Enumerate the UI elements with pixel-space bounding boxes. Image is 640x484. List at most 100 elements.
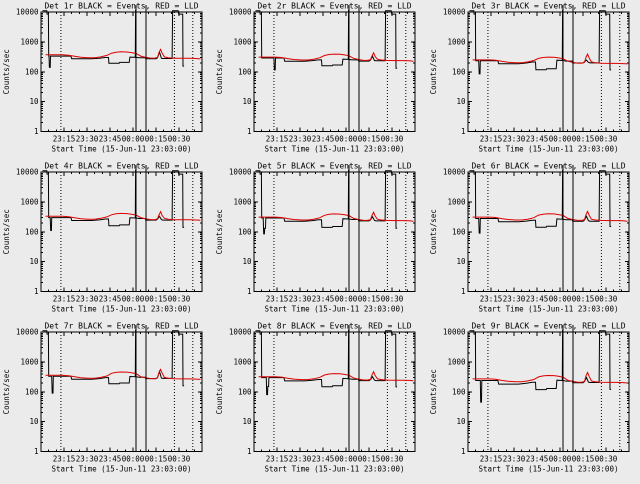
- plot-frame: [467, 171, 630, 292]
- lld-series-line: [45, 368, 201, 380]
- x-tick-label: 23:30: [289, 455, 312, 464]
- x-tick-label: 00:15: [145, 455, 168, 464]
- x-tick-label: 23:15: [53, 135, 76, 144]
- x-tick-label: 00:15: [572, 295, 595, 304]
- y-tick-label: 10000: [16, 328, 39, 337]
- y-tick-label: 10000: [443, 328, 466, 337]
- x-tick-label: 00:00: [335, 295, 358, 304]
- x-tick-label: 23:45: [99, 455, 122, 464]
- plot-frame: [253, 331, 416, 452]
- x-tick-label: 23:45: [526, 295, 549, 304]
- x-axis-title: Start Time (15-Jun-11 23:03:00): [478, 465, 618, 474]
- x-tick-label: 00:00: [335, 135, 358, 144]
- events-series-line: [469, 329, 611, 403]
- subplot-det-9r: 1 10 100 1000 10000 23:15 23:30 23:45 00:00 00:15…: [427, 320, 640, 480]
- y-tick-label: 1: [34, 287, 39, 296]
- x-tick-label: 23:30: [76, 135, 99, 144]
- events-series-line: [255, 9, 398, 71]
- x-tick-label: 23:30: [76, 295, 99, 304]
- y-tick-label: 10: [456, 257, 466, 266]
- plot-canvas: 1 10 100 1000 10000 23:15 23:30 23:45 00:00 00:15…: [2, 2, 203, 154]
- x-tick-label: 00:30: [168, 135, 191, 144]
- y-tick-label: 10: [456, 417, 466, 426]
- y-tick-label: 1: [34, 447, 39, 456]
- lld-series-line: [258, 370, 414, 382]
- y-axis-title: Counts/sec: [215, 49, 224, 94]
- y-axis-title: Counts/sec: [429, 49, 438, 94]
- x-axis-title: Start Time (15-Jun-11 23:03:00): [265, 465, 405, 474]
- lld-series-line: [45, 48, 201, 60]
- x-tick-label: 23:15: [53, 455, 76, 464]
- y-tick-label: 1000: [447, 357, 466, 366]
- events-series-line: [42, 9, 185, 68]
- plot-frame: [467, 331, 630, 452]
- x-tick-label: 23:45: [526, 455, 549, 464]
- x-tick-label: 00:00: [549, 455, 572, 464]
- x-tick-label: 23:45: [312, 135, 335, 144]
- plot-title: Det 7r BLACK = Events, RED = LLD: [44, 322, 198, 331]
- subplot-det-4r: 1 10 100 1000 10000 23:15 23:30 23:45 00:00 00:15…: [0, 160, 213, 320]
- y-tick-label: 1000: [234, 357, 253, 366]
- lld-series-line: [258, 211, 414, 222]
- y-tick-label: 10: [456, 97, 466, 106]
- y-tick-label: 1000: [447, 197, 466, 206]
- plot-title: Det 2r BLACK = Events, RED = LLD: [258, 2, 412, 11]
- y-tick-label: 10: [243, 417, 253, 426]
- x-tick-label: 23:15: [53, 295, 76, 304]
- x-tick-label: 00:15: [358, 135, 381, 144]
- events-series-line: [469, 9, 611, 75]
- y-tick-label: 10: [243, 257, 253, 266]
- x-tick-label: 23:30: [503, 455, 526, 464]
- y-tick-label: 1: [247, 447, 252, 456]
- y-tick-label: 10000: [443, 8, 466, 17]
- events-series-line: [42, 169, 185, 231]
- x-tick-label: 00:15: [572, 455, 595, 464]
- x-tick-label: 23:45: [312, 295, 335, 304]
- x-axis-title: Start Time (15-Jun-11 23:03:00): [52, 465, 192, 474]
- plot-canvas: 1 10 100 1000 10000 23:15 23:30 23:45 00:00 00:15…: [215, 2, 416, 154]
- y-axis-title: Counts/sec: [215, 209, 224, 254]
- y-tick-label: 10000: [443, 168, 466, 177]
- y-tick-label: 100: [238, 67, 252, 76]
- plot-canvas: 1 10 100 1000 10000 23:15 23:30 23:45 00:00 00:15…: [429, 2, 630, 154]
- y-tick-label: 1000: [447, 37, 466, 46]
- y-tick-label: 10: [29, 97, 39, 106]
- y-tick-label: 100: [238, 387, 252, 396]
- axes: [467, 11, 630, 132]
- plot-frame: [40, 171, 203, 292]
- y-tick-label: 1000: [234, 37, 253, 46]
- y-tick-label: 10000: [229, 8, 252, 17]
- x-tick-label: 23:15: [480, 455, 503, 464]
- x-axis-title: Start Time (15-Jun-11 23:03:00): [265, 145, 405, 154]
- plot-frame: [253, 11, 416, 132]
- y-tick-label: 10000: [16, 8, 39, 17]
- x-tick-label: 00:30: [595, 455, 618, 464]
- subplot-det-3r: 1 10 100 1000 10000 23:15 23:30 23:45 00:00 00:15…: [427, 0, 640, 160]
- y-tick-label: 1: [247, 127, 252, 136]
- plot-canvas: 1 10 100 1000 10000 23:15 23:30 23:45 00:00 00:15…: [2, 162, 203, 314]
- x-tick-label: 00:00: [122, 455, 145, 464]
- lld-series-line: [472, 371, 628, 384]
- plot-canvas: 1 10 100 1000 10000 23:15 23:30 23:45 00:00 00:15…: [429, 322, 630, 474]
- plot-frame: [40, 11, 203, 132]
- subplot-det-7r: 1 10 100 1000 10000 23:15 23:30 23:45 00:00 00:15…: [0, 320, 213, 480]
- x-tick-label: 00:15: [145, 295, 168, 304]
- x-tick-label: 00:30: [381, 295, 404, 304]
- y-tick-label: 100: [452, 67, 466, 76]
- x-axis-title: Start Time (15-Jun-11 23:03:00): [52, 145, 192, 154]
- subplot-det-1r: 1 10 100 1000 10000 23:15 23:30 23:45 00:00 00:15…: [0, 0, 213, 160]
- y-tick-label: 1: [247, 287, 252, 296]
- x-tick-label: 00:30: [168, 455, 191, 464]
- y-axis-title: Counts/sec: [215, 369, 224, 414]
- plot-title: Det 6r BLACK = Events, RED = LLD: [471, 162, 625, 171]
- axes: [40, 11, 203, 132]
- x-tick-label: 00:15: [358, 295, 381, 304]
- plot-title: Det 3r BLACK = Events, RED = LLD: [471, 2, 625, 11]
- y-tick-label: 1000: [20, 357, 39, 366]
- y-tick-label: 1000: [20, 37, 39, 46]
- x-tick-label: 23:15: [480, 135, 503, 144]
- plot-frame: [467, 11, 630, 132]
- y-tick-label: 10: [243, 97, 253, 106]
- plot-title: Det 4r BLACK = Events, RED = LLD: [44, 162, 198, 171]
